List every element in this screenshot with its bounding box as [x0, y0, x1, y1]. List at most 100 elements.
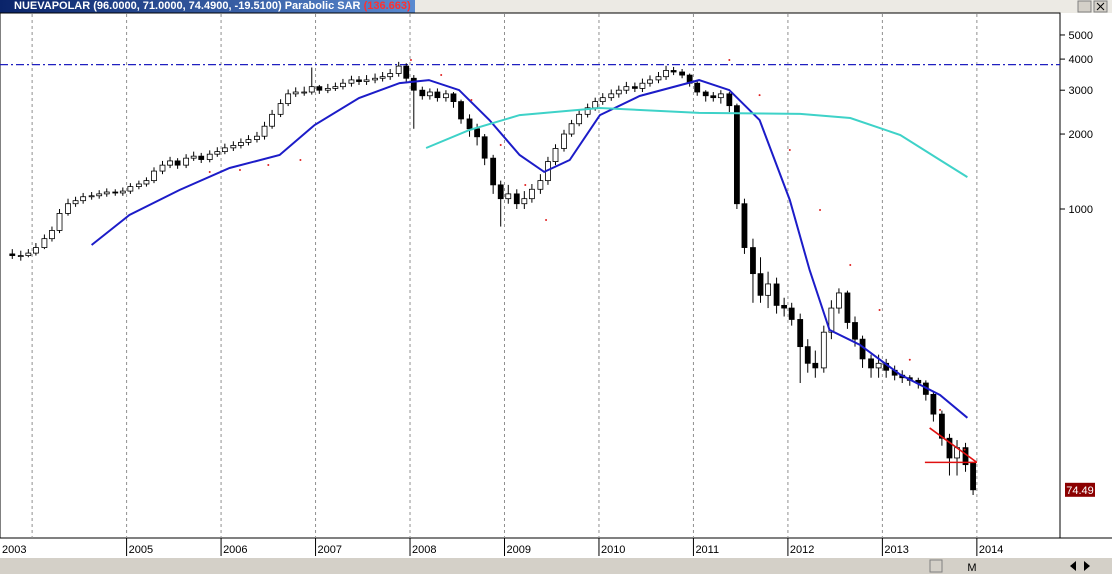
sar-dot	[267, 164, 270, 167]
candle-body	[65, 203, 71, 214]
y-tick-label: 2000	[1069, 129, 1093, 141]
candle-body	[773, 283, 780, 306]
x-tick-label: 2009	[506, 544, 530, 556]
candle-body	[852, 322, 858, 340]
symbol: NUEVAPOLAR	[14, 0, 91, 12]
candle-body	[875, 362, 882, 369]
x-tick-label: 2003	[2, 544, 26, 556]
moving-average-line	[425, 106, 968, 178]
candle-body	[324, 88, 331, 91]
sar-dot	[788, 148, 791, 151]
candle-body	[741, 203, 748, 248]
candle-body	[190, 155, 197, 159]
candle-body	[316, 86, 323, 91]
x-tick-label: 2005	[129, 544, 153, 556]
chart-header: NUEVAPOLAR (96.0000, 71.0000, 74.4900, -…	[0, 0, 1112, 13]
x-tick-label: 2007	[318, 544, 342, 556]
candle-body	[670, 70, 677, 73]
candle-body	[781, 304, 788, 309]
candle-body	[537, 180, 544, 190]
candle-body	[946, 437, 953, 459]
candle-body	[513, 193, 520, 205]
candle-body	[679, 71, 686, 76]
candle-body	[245, 139, 252, 143]
sar-dot	[299, 159, 302, 162]
candle-body	[261, 125, 268, 137]
candle-body	[733, 105, 740, 205]
candle-body	[466, 118, 473, 130]
candle-body	[828, 307, 835, 333]
candle-body	[450, 93, 457, 102]
candle-body	[576, 113, 583, 125]
candle-body	[174, 160, 181, 166]
plot-area	[0, 12, 1061, 539]
candle-body	[568, 123, 575, 135]
candle-body	[474, 128, 480, 138]
candle-body	[308, 86, 315, 93]
candle-body	[599, 97, 606, 102]
toolbar-label[interactable]: M	[967, 562, 976, 574]
candle-body	[206, 153, 213, 160]
candle-body	[238, 142, 244, 146]
candle-body	[9, 253, 16, 256]
candle-body	[387, 73, 394, 78]
candle-body	[301, 91, 308, 94]
candle-body	[939, 413, 945, 439]
scroll-bar[interactable]	[0, 558, 1112, 574]
candle-body	[615, 89, 622, 95]
candle-body	[521, 198, 528, 205]
sar-dot	[545, 219, 548, 222]
candle-body	[757, 273, 764, 296]
y-tick-label: 4000	[1069, 54, 1093, 66]
candle-body	[639, 82, 646, 89]
candle-body	[458, 101, 464, 120]
candle-body	[72, 200, 79, 205]
indicator-value: (136.663)	[363, 0, 411, 12]
y-tick-label: 1000	[1069, 204, 1093, 216]
sar-dot	[908, 358, 911, 361]
toolbar-button[interactable]	[929, 559, 943, 573]
candle-body	[663, 70, 669, 78]
scroll-right[interactable]	[1084, 561, 1090, 571]
candle-body	[797, 319, 804, 348]
candle-body	[80, 196, 87, 202]
candle-body	[403, 65, 410, 79]
scroll-left[interactable]	[1070, 561, 1076, 571]
candle-body	[49, 230, 55, 240]
sar-dot	[409, 58, 412, 61]
candle-body	[395, 65, 402, 74]
last-price-label: 74.49	[1066, 485, 1094, 497]
candle-body	[820, 331, 827, 369]
candle-body	[112, 191, 119, 194]
candle-body	[419, 89, 426, 97]
sar-dot	[758, 94, 761, 97]
candle-body	[528, 188, 535, 200]
candle-body	[426, 91, 433, 97]
candle-body	[694, 82, 701, 93]
candle-body	[372, 77, 378, 81]
candle-body	[25, 252, 32, 256]
sar-dot	[440, 73, 443, 76]
candle-body	[552, 148, 559, 163]
candle-body	[490, 157, 497, 186]
candle-body	[119, 190, 126, 194]
candle-body	[159, 164, 166, 172]
candle-body	[434, 91, 441, 99]
candle-body	[230, 145, 237, 149]
y-tick-label: 3000	[1069, 85, 1093, 97]
candle-body	[608, 93, 615, 99]
x-tick-label: 2010	[601, 544, 625, 556]
sar-dot	[939, 408, 942, 411]
candle-body	[167, 160, 173, 166]
header-caption: NUEVAPOLAR (96.0000, 71.0000, 74.4900, -…	[0, 0, 415, 13]
candle-body	[277, 103, 284, 115]
x-tick-label: 2011	[695, 544, 719, 556]
sar-dot	[499, 143, 502, 146]
candle-body	[269, 113, 275, 127]
candle-body	[836, 292, 842, 309]
restore-button[interactable]	[1077, 0, 1092, 13]
candle-body	[151, 170, 157, 182]
candle-body	[410, 77, 417, 91]
candle-body	[41, 238, 48, 248]
